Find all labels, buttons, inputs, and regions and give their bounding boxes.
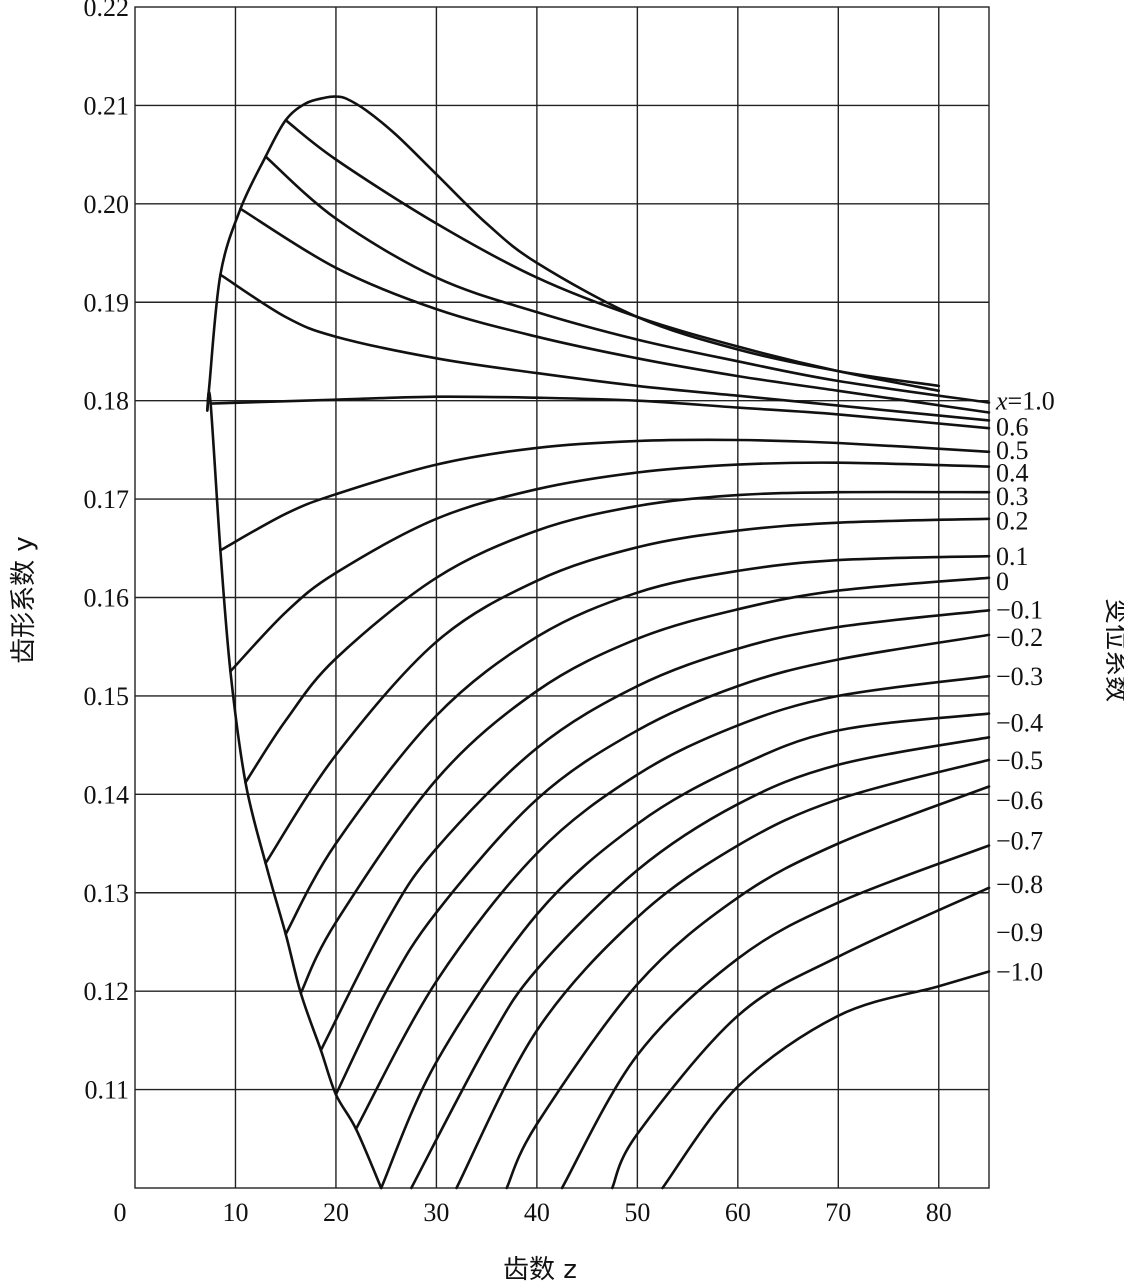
x-tick-label: 0: [114, 1198, 127, 1227]
series-label: 0.2: [996, 507, 1029, 536]
y-tick-label: 0.19: [84, 288, 130, 317]
x-axis-label: 齿数 z: [503, 1255, 577, 1283]
y-tick-label: 0.17: [84, 485, 130, 514]
series-line: [560, 844, 991, 1190]
x-tick-label: 30: [423, 1198, 449, 1227]
y-tick-label: 0.16: [84, 584, 130, 613]
series-line: [239, 207, 991, 414]
series-label: −0.8: [996, 870, 1043, 899]
series-label: −0.2: [996, 623, 1043, 652]
series-label: 0.5: [996, 436, 1029, 465]
x-tick-label: 50: [624, 1198, 650, 1227]
x-tick-label: 70: [825, 1198, 851, 1227]
series-line: [334, 633, 991, 1096]
y-axis-label: 齿形系数 y: [9, 536, 39, 664]
x-tick-label: 20: [323, 1198, 349, 1227]
series-label: −0.9: [996, 918, 1043, 947]
series-line: [284, 554, 991, 936]
boundary-curve: [206, 390, 383, 1190]
y-tick-label: 0.13: [84, 879, 130, 908]
series-label: −1.0: [996, 957, 1043, 986]
y-tick-label: 0.22: [84, 0, 130, 22]
x-tick-label: 10: [222, 1198, 248, 1227]
y-tick-label: 0.15: [84, 682, 130, 711]
series-label: 0.1: [996, 542, 1029, 571]
series-line: [209, 395, 991, 430]
series-label: 0: [996, 567, 1009, 596]
series-line: [410, 736, 991, 1190]
series-label: x=1.0: [995, 387, 1055, 416]
series-label: 0.4: [996, 459, 1029, 488]
y-tick-label: 0.14: [84, 780, 130, 809]
series-line: [264, 517, 991, 865]
series-line: [505, 785, 991, 1190]
x-tick-label: 80: [926, 1198, 952, 1227]
envelope-curve: [206, 95, 941, 412]
series-line: [284, 118, 941, 393]
y-tick-label: 0.12: [84, 977, 130, 1006]
series-label: 0.3: [996, 482, 1029, 511]
shift-coefficient-label: 变位系数: [1101, 598, 1124, 702]
series-line: [455, 758, 991, 1190]
series-label: −0.4: [996, 708, 1043, 737]
series-line: [299, 576, 991, 995]
tick-labels: 0 10 20 30 40 50 60 70 80 0.11 0.12 0.13 0.14 0.15 0.1…: [84, 0, 952, 1227]
series-line: [319, 609, 991, 1052]
series-label: −0.7: [996, 827, 1043, 856]
y-tick-label: 0.11: [84, 1076, 129, 1105]
y-tick-label: 0.21: [84, 91, 130, 120]
series-line: [610, 886, 991, 1190]
series-line: [354, 674, 991, 1131]
series-line: [229, 461, 991, 673]
y-tick-label: 0.18: [84, 387, 130, 416]
series-label: −0.6: [996, 786, 1043, 815]
series-label: 0.6: [996, 412, 1029, 441]
series-line: [219, 273, 991, 422]
series-line: [219, 438, 991, 552]
series-label: −0.5: [996, 746, 1043, 775]
x-tick-label: 60: [725, 1198, 751, 1227]
series-line: [379, 712, 991, 1190]
x-tick-label: 40: [524, 1198, 550, 1227]
y-tick-label: 0.20: [84, 190, 130, 219]
grid: [134, 6, 990, 1189]
series-line: [264, 155, 991, 404]
series-label: −0.3: [996, 662, 1043, 691]
curves: [206, 95, 991, 1190]
series-line: [244, 490, 991, 784]
series-line: [661, 970, 991, 1190]
series-labels: x=1.00.60.50.40.30.2 0.10−0.1−0.2 −0.3 −0.4…: [995, 387, 1055, 987]
series-label: −0.1: [996, 595, 1043, 624]
